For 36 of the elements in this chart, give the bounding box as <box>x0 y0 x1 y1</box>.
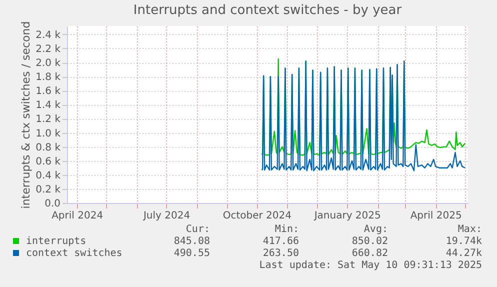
y-tick-label: 2.0 k <box>36 58 61 70</box>
legend-label: context switches <box>26 248 122 259</box>
y-tick-label: 2.2 k <box>36 44 61 55</box>
text: Last update: Sat May 10 09:31:13 2025 <box>259 260 482 271</box>
y-tick-label: 1.0 k <box>36 128 61 140</box>
y-tick-label: 1.8 k <box>36 72 61 84</box>
text: 490.55 <box>174 248 210 259</box>
y-axis-title: interrupts & ctx switches / second <box>20 21 33 209</box>
x-tick-label: October 2024 <box>222 210 292 222</box>
y-tick-label: 0.0 <box>44 198 60 210</box>
text: Avg: <box>364 224 388 235</box>
text: 417.66 <box>262 236 299 247</box>
text: 19.74k <box>446 236 482 247</box>
y-tick-label: 0.2 k <box>36 184 61 196</box>
text: Min: <box>274 224 299 235</box>
text: 44.27k <box>446 248 482 259</box>
y-tick-label: 2.4 k <box>36 30 61 41</box>
y-tick-label: 1.4 k <box>36 100 61 112</box>
text: 845.08 <box>174 236 210 247</box>
legend-label: interrupts <box>26 236 86 247</box>
y-tick-label: 0.4 k <box>36 170 61 182</box>
x-tick-label: July 2024 <box>142 210 190 222</box>
text: 850.02 <box>352 236 388 247</box>
text: 263.50 <box>262 248 299 259</box>
text: Cur: <box>186 224 210 235</box>
line-series <box>261 60 466 172</box>
x-tick-label: April 2025 <box>410 210 462 222</box>
x-tick-label: January 2025 <box>313 210 381 222</box>
text: Max: <box>458 224 482 235</box>
chart-title: Interrupts and context switches - by year <box>133 2 402 18</box>
y-tick-label: 0.6 k <box>36 156 61 168</box>
x-tick-label: April 2024 <box>52 210 104 222</box>
text: 660.82 <box>352 248 388 259</box>
y-tick-label: 1.2 k <box>36 114 61 126</box>
y-tick-label: 1.6 k <box>36 86 61 98</box>
y-tick-label: 0.8 k <box>36 142 61 154</box>
